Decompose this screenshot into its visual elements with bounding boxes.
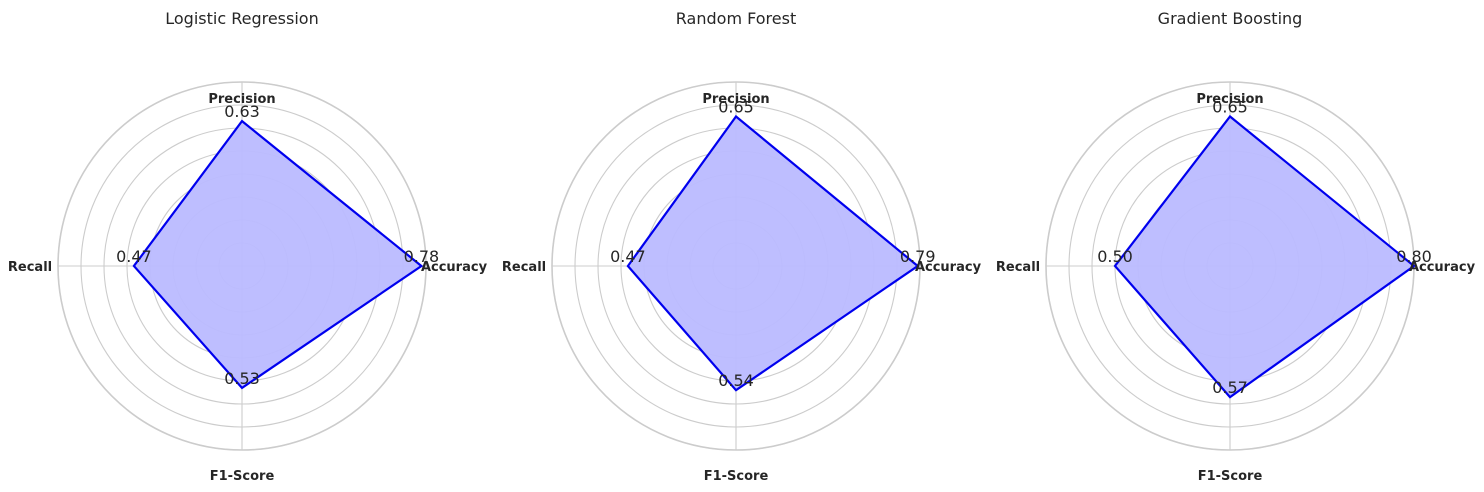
chart-title: Random Forest xyxy=(676,9,796,28)
chart-title: Logistic Regression xyxy=(165,9,318,28)
series-area xyxy=(1115,116,1414,398)
axis-label-recall: Recall xyxy=(996,260,1040,275)
data-label: 0.78 xyxy=(404,247,440,266)
data-label: 0.50 xyxy=(1097,247,1133,266)
axis-label-f1-score: F1-Score xyxy=(704,469,769,484)
radar-chart-1: Random Forest 0.79 0.65 0.47 0.54 Accuracy Pre… xyxy=(502,9,982,484)
polar-frame xyxy=(551,81,921,451)
data-label: 0.53 xyxy=(224,369,260,388)
data-label: 0.47 xyxy=(610,247,646,266)
axis-label-accuracy: Accuracy xyxy=(421,260,488,275)
series-line xyxy=(1113,114,1416,399)
data-label: 0.57 xyxy=(1212,378,1248,397)
series-line xyxy=(132,119,424,390)
radar-chart-0: Logistic Regression 0.78 0.63 0.47 0.53 Accur… xyxy=(8,9,488,484)
data-label: 0.63 xyxy=(224,102,260,121)
series-area xyxy=(627,116,918,391)
axis-label-f1-score: F1-Score xyxy=(1198,469,1263,484)
series-area xyxy=(133,121,422,388)
data-label: 0.79 xyxy=(900,247,936,266)
axis-label-accuracy: Accuracy xyxy=(1409,260,1476,275)
data-label: 0.47 xyxy=(116,247,152,266)
axis-label-accuracy: Accuracy xyxy=(915,260,982,275)
radar-chart-2: Gradient Boosting 0.80 0.65 0.50 0.57 Accurac… xyxy=(996,9,1476,484)
data-label: 0.65 xyxy=(718,98,754,117)
axis-label-recall: Recall xyxy=(502,260,546,275)
axis-label-precision: Precision xyxy=(1196,92,1263,107)
data-label: 0.54 xyxy=(718,371,754,390)
polar-frame xyxy=(57,81,427,451)
series-line xyxy=(626,114,920,392)
axis-label-f1-score: F1-Score xyxy=(210,469,275,484)
data-label: 0.80 xyxy=(1396,247,1432,266)
axis-label-precision: Precision xyxy=(208,92,275,107)
axis-label-precision: Precision xyxy=(702,92,769,107)
data-label: 0.65 xyxy=(1212,98,1248,117)
chart-title: Gradient Boosting xyxy=(1158,9,1303,28)
axis-label-recall: Recall xyxy=(8,260,52,275)
